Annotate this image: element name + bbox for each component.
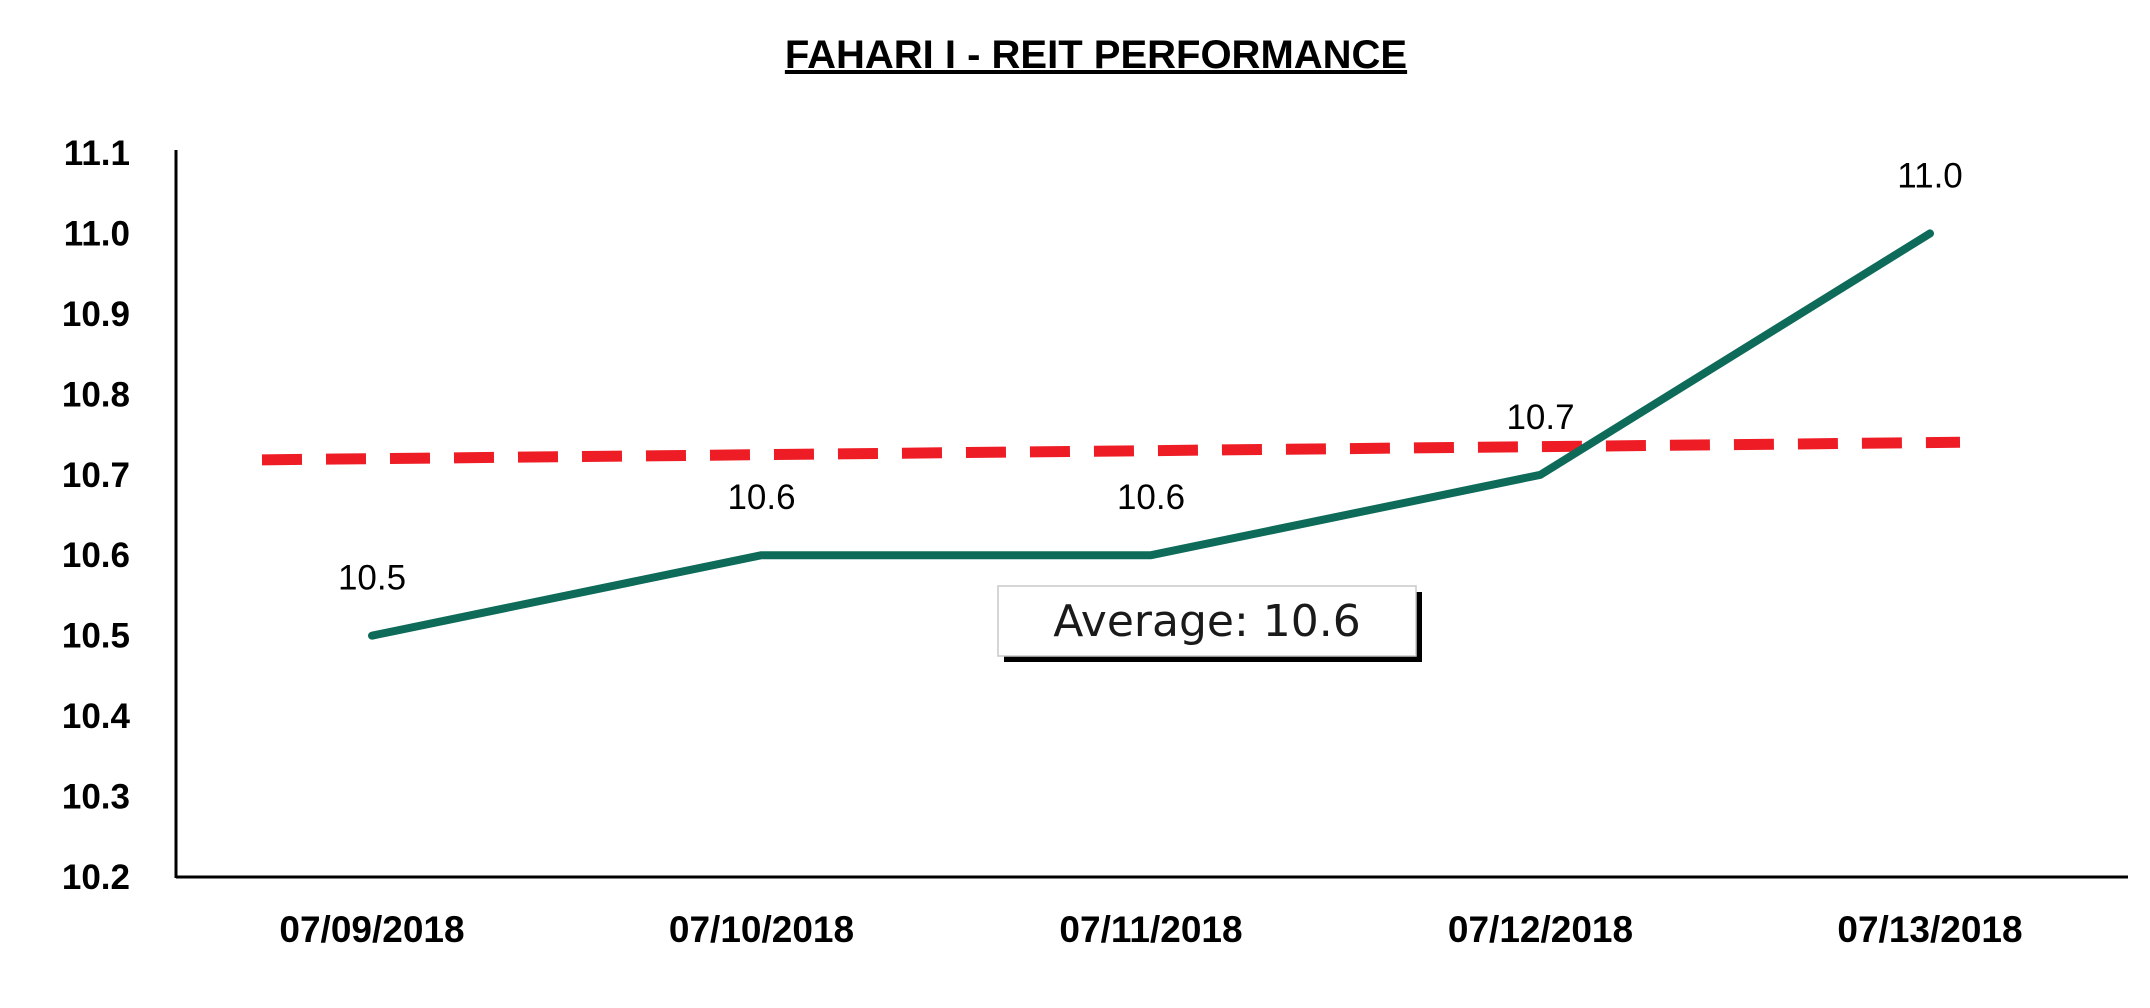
chart-title: FAHARI I - REIT PERFORMANCE [785,33,1407,77]
x-axis-ticks: 07/09/2018 07/10/2018 07/11/2018 07/12/2018… [279,909,2022,950]
price-line [368,229,1934,640]
data-label: 10.6 [727,478,795,517]
y-tick-label: 10.9 [62,295,130,334]
data-label: 10.6 [1117,478,1185,517]
data-label: 11.0 [1897,156,1963,195]
average-annotation-box [997,585,1417,657]
y-tick-label: 10.7 [62,456,130,495]
x-tick-label: 07/09/2018 [279,909,464,950]
y-tick-label: 11.0 [64,214,130,253]
x-tick-label: 07/12/2018 [1448,909,1633,950]
y-tick-label: 10.6 [62,536,130,575]
series-layer [261,229,1961,640]
average-line [261,436,1961,466]
y-axis-ticks: 10.2 10.3 10.4 10.5 10.6 10.7 10.8 10.9 11.0 11.1 [62,134,131,897]
y-tick-label: 10.4 [62,697,131,736]
x-tick-label: 07/10/2018 [669,909,854,950]
data-label: 10.7 [1506,398,1574,437]
y-tick-label: 11.1 [64,134,130,173]
y-tick-label: 10.5 [62,617,130,656]
y-tick-label: 10.8 [62,375,130,414]
x-tick-label: 07/11/2018 [1059,909,1242,950]
y-tick-label: 10.2 [62,858,130,897]
average-annotation: Average: 10.6 [997,585,1422,662]
data-label: 10.5 [338,559,406,598]
average-annotation-text: Average: 10.6 [1053,596,1360,647]
data-labels: 10.5 10.6 10.6 10.7 11.0 [338,156,1963,597]
x-tick-label: 07/13/2018 [1837,909,2022,950]
y-tick-label: 10.3 [62,778,130,817]
